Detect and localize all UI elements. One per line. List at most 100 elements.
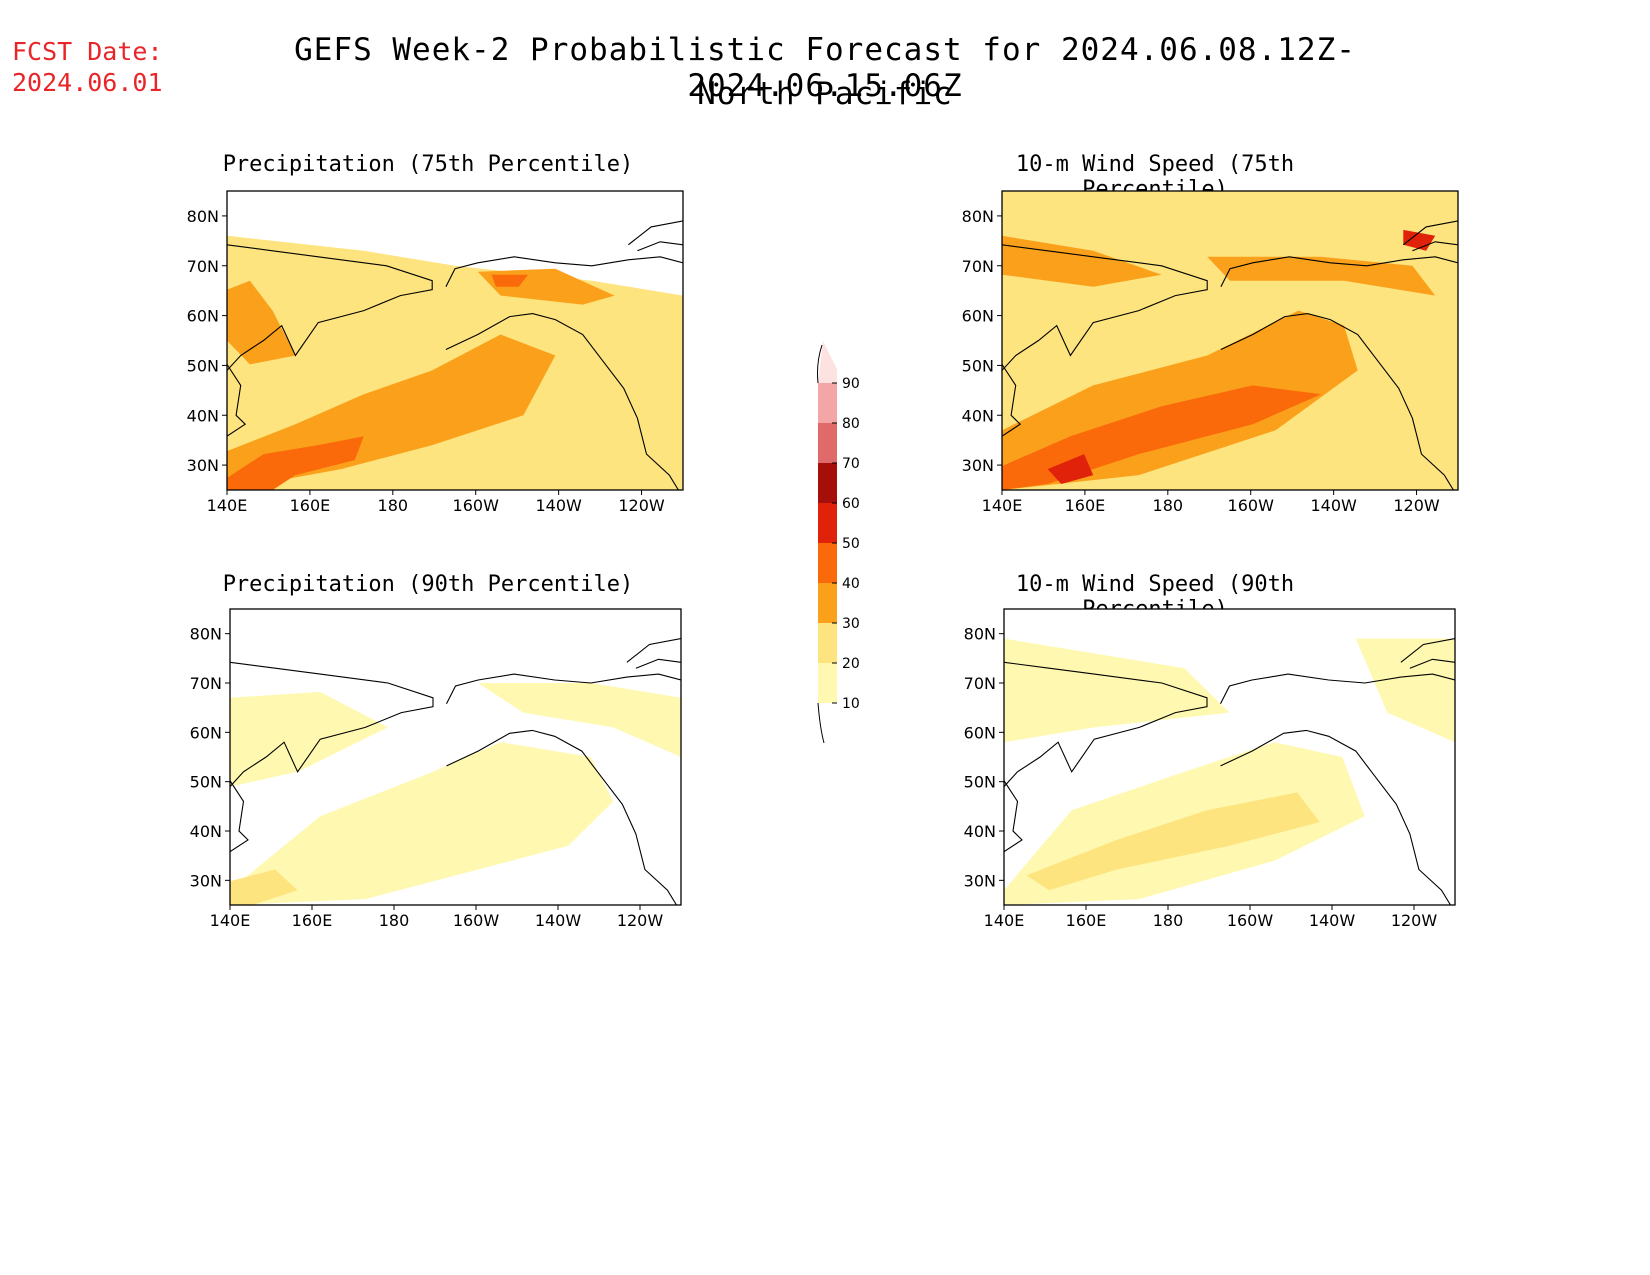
coastline — [1002, 244, 1208, 371]
probability-area — [227, 436, 364, 490]
probability-area — [1207, 256, 1436, 296]
coastline — [1400, 638, 1455, 663]
lat-tick-label: 70N — [962, 257, 994, 276]
page-subtitle: North Pacific — [697, 76, 953, 112]
lon-tick-label: 160W — [1227, 911, 1274, 930]
lat-tick-label: 40N — [190, 822, 222, 841]
colorbar-label: 50 — [842, 536, 860, 552]
probability-area — [1355, 638, 1455, 743]
lat-tick-label: 70N — [190, 674, 222, 693]
colorbar-label: 70 — [842, 456, 860, 472]
colorbar-label: 90 — [842, 376, 860, 392]
colorbar-swatch — [818, 423, 837, 463]
lon-tick-label: 140E — [982, 496, 1023, 515]
coastline — [446, 729, 677, 905]
map-frame — [226, 190, 684, 491]
colorbar-swatch — [818, 383, 837, 423]
lon-tick-label: 120W — [1391, 911, 1438, 930]
lon-tick-label: 140W — [535, 496, 582, 515]
coastline — [1220, 256, 1458, 287]
colorbar-swatch — [818, 623, 837, 663]
lat-tick-label: 40N — [187, 406, 219, 425]
probability-area — [1047, 454, 1094, 484]
page-title: GEFS Week-2 Probabilistic Forecast for 2… — [294, 32, 1356, 104]
colorbar-swatch — [818, 543, 837, 583]
lon-tick-label: 140W — [535, 911, 582, 930]
coastline — [1220, 313, 1454, 490]
lat-tick-label: 60N — [190, 723, 222, 742]
lat-tick-label: 40N — [962, 406, 994, 425]
lon-tick-label: 120W — [1393, 496, 1440, 515]
lat-tick-label: 80N — [962, 207, 994, 226]
coastline — [627, 220, 683, 246]
map-wind-90: 80N 70N 60N 50N 40N 30N 140E 160E 180 160W 140W 120… — [964, 608, 1456, 930]
map-frame — [1003, 608, 1456, 906]
colorbar-swatch — [818, 583, 837, 623]
fcst-date-label: FCST Date: — [12, 37, 163, 66]
coastline — [1004, 661, 1208, 787]
lat-tick-label: 80N — [964, 625, 996, 644]
lat-tick-label: 70N — [187, 257, 219, 276]
map-precip-90: 80N 70N 60N 50N 40N 30N 140E 160E 180 160W 140W 120… — [190, 608, 682, 930]
lon-tick-label: 180 — [378, 496, 409, 515]
colorbar-label: 30 — [842, 616, 860, 632]
lat-tick-label: 30N — [190, 871, 222, 890]
coastline — [1412, 241, 1458, 252]
coastline — [1402, 220, 1458, 246]
lon-tick-label: 160E — [290, 496, 331, 515]
coastline — [637, 241, 683, 252]
fcst-date-value: 2024.06.01 — [12, 68, 163, 97]
lat-tick-label: 50N — [187, 356, 219, 375]
probability-area — [230, 691, 388, 787]
probability-area — [478, 683, 681, 757]
probability-area — [491, 274, 528, 287]
lat-tick-label: 50N — [190, 773, 222, 792]
probability-area — [230, 869, 298, 905]
coastline — [626, 638, 681, 663]
lon-tick-label: 120W — [617, 911, 664, 930]
lat-tick-label: 30N — [962, 456, 994, 475]
map-precip-75: 80N 70N 60N 50N 40N 30N 140E 160E 180 160W 140W 120… — [187, 190, 684, 515]
lon-tick-label: 180 — [1153, 911, 1184, 930]
map-frame — [1001, 190, 1459, 491]
coastline — [446, 673, 681, 704]
coastline — [1220, 673, 1455, 704]
lon-tick-label: 120W — [618, 496, 665, 515]
coastline — [230, 780, 249, 853]
colorbar-label: 20 — [842, 656, 860, 672]
coastline — [635, 658, 681, 669]
lon-tick-label: 140E — [210, 911, 251, 930]
coastline — [445, 256, 683, 287]
lon-tick-label: 180 — [379, 911, 410, 930]
lon-tick-label: 140E — [984, 911, 1025, 930]
lon-tick-label: 160E — [1065, 496, 1106, 515]
lat-tick-label: 30N — [964, 871, 996, 890]
colorbar-swatch — [818, 503, 837, 543]
lat-tick-label: 60N — [187, 307, 219, 326]
lon-tick-label: 140W — [1309, 911, 1356, 930]
coastline — [227, 244, 433, 371]
colorbar: 10 20 30 40 50 60 70 80 90 — [817, 341, 860, 744]
panel-title-precip-75: Precipitation (75th Percentile) — [222, 152, 634, 177]
lat-tick-label: 80N — [190, 625, 222, 644]
probability-area — [1004, 638, 1230, 743]
lon-tick-label: 160W — [453, 496, 500, 515]
lon-tick-label: 160E — [292, 911, 333, 930]
map-wind-75: 80N 70N 60N 50N 40N 30N 140E 160E 180 160W 140W 120… — [962, 190, 1459, 515]
probability-area — [227, 280, 296, 365]
probability-area — [1026, 792, 1320, 891]
colorbar-label: 40 — [842, 576, 860, 592]
probability-area — [1002, 235, 1162, 287]
lat-tick-label: 30N — [187, 456, 219, 475]
coastline — [1004, 780, 1023, 853]
lon-tick-label: 160E — [1066, 911, 1107, 930]
coastline — [1409, 658, 1455, 669]
lon-tick-label: 140E — [207, 496, 248, 515]
coastline — [1002, 364, 1022, 437]
colorbar-swatch — [818, 463, 837, 503]
lon-tick-label: 160W — [453, 911, 500, 930]
fcst-date-block: FCST Date: 2024.06.01 — [12, 36, 163, 98]
lat-tick-label: 60N — [962, 307, 994, 326]
coastline — [1220, 729, 1451, 905]
